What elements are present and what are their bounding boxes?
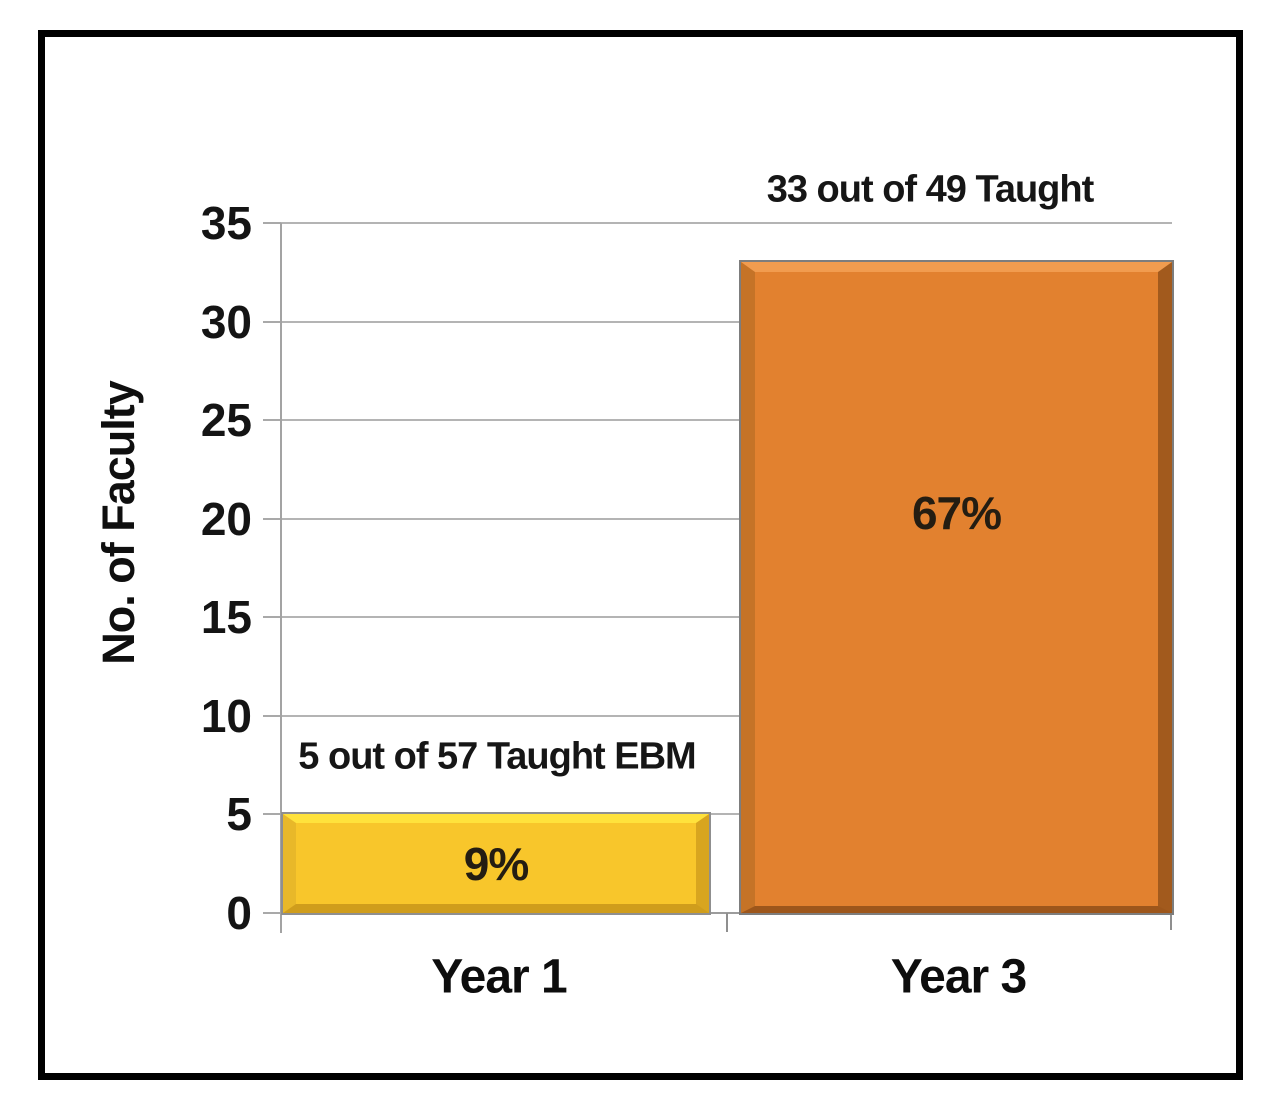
y-tick-15 [263, 616, 281, 618]
x-category-label: Year 1 [431, 950, 567, 1004]
y-tick-5 [263, 813, 281, 815]
y-tick-25 [263, 419, 281, 421]
y-tick-label-35: 35 [200, 197, 252, 249]
gridline-25 [281, 419, 1172, 421]
bar-percent-label: 9% [463, 838, 529, 890]
y-tick-label-15: 15 [200, 591, 252, 643]
gridline-20 [281, 518, 1172, 520]
gridline-15 [281, 616, 1172, 618]
gridline-35 [281, 222, 1172, 224]
y-tick-label-20: 20 [200, 493, 252, 545]
y-tick-label-0: 0 [226, 887, 252, 939]
bar-percent-label: 67% [911, 487, 1002, 539]
y-tick-label-25: 25 [200, 394, 252, 446]
y-tick-0 [263, 912, 281, 914]
x-axis-tick-right [1170, 913, 1172, 930]
y-tick-30 [263, 321, 281, 323]
y-tick-label-30: 30 [200, 296, 252, 348]
y-tick-10 [263, 715, 281, 717]
y-tick-35 [263, 222, 281, 224]
gridline-10 [281, 715, 1172, 717]
bar-year-1 [283, 814, 709, 913]
y-tick-label-5: 5 [226, 788, 252, 840]
y-axis-line [280, 223, 282, 933]
bar-annotation: 5 out of 57 Taught EBM [298, 735, 696, 778]
gridline-30 [281, 321, 1172, 323]
bar-annotation: 33 out of 49 Taught [766, 168, 1095, 211]
bar-year-3 [741, 262, 1172, 913]
x-axis-tick-middle [726, 913, 728, 932]
y-tick-20 [263, 518, 281, 520]
x-category-label: Year 3 [890, 950, 1027, 1004]
y-tick-label-10: 10 [200, 690, 252, 742]
gridline-5 [281, 813, 1172, 815]
